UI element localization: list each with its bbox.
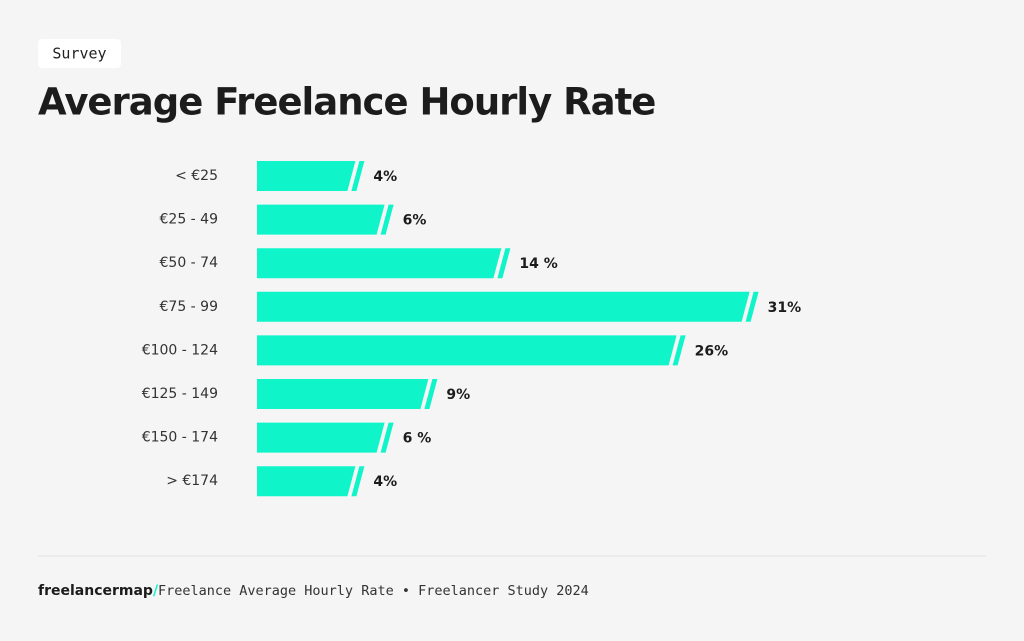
footer-logo: freelancermap/ <box>38 583 159 599</box>
footer-caption: Freelance Average Hourly Rate • Freelanc… <box>158 583 589 599</box>
value-label: 31% <box>768 300 802 316</box>
category-label: €100 - 124 <box>142 342 218 358</box>
bar <box>257 161 356 191</box>
chart-title: Average Freelance Hourly Rate <box>38 81 655 124</box>
bar-slash <box>424 379 438 409</box>
badge: Survey <box>52 45 106 63</box>
category-label: €50 - 74 <box>160 255 219 271</box>
logo-text: freelancermap <box>38 583 153 599</box>
value-label: 6 % <box>403 431 432 447</box>
bar <box>257 466 356 497</box>
value-label: 4% <box>373 169 397 185</box>
value-label: 26% <box>695 343 729 359</box>
bar <box>257 204 385 235</box>
plot: < €25 4% €25 - 49 6% €50 - 74 14 % €75 - 99 31%… <box>142 161 802 497</box>
category-label: > €174 <box>166 473 218 489</box>
logo-mark: / <box>153 583 159 599</box>
bar-slash <box>745 291 759 322</box>
badge-box <box>38 39 121 68</box>
bar-slash <box>497 248 511 279</box>
bar <box>257 422 385 453</box>
value-label: 9% <box>446 387 470 403</box>
bar <box>257 291 750 322</box>
bar <box>257 248 502 279</box>
category-label: < €25 <box>175 168 218 184</box>
bar-slash <box>380 204 394 235</box>
value-label: 6% <box>403 213 427 229</box>
bar <box>257 379 429 409</box>
category-label: €150 - 174 <box>142 430 218 446</box>
category-label: €125 - 149 <box>142 386 218 402</box>
bar-slash <box>351 161 365 191</box>
bar-slash <box>380 422 394 453</box>
bar <box>257 335 677 366</box>
value-label: 4% <box>373 474 397 490</box>
bar-slash <box>672 335 686 366</box>
value-label: 14 % <box>519 256 557 272</box>
category-label: €25 - 49 <box>160 212 219 228</box>
bar-slash <box>351 466 365 497</box>
category-label: €75 - 99 <box>160 299 219 315</box>
